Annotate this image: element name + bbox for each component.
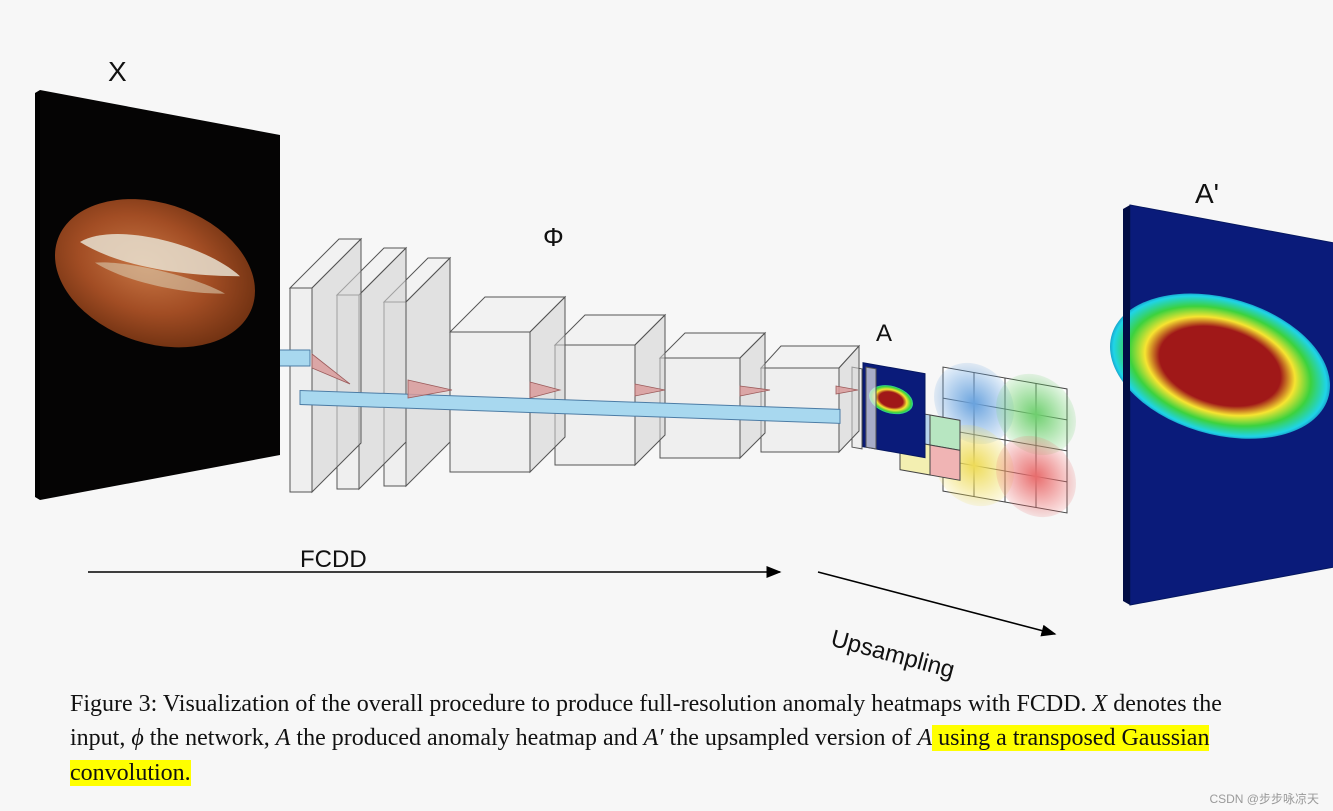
feature-flow	[262, 350, 858, 423]
caption-a: A	[276, 725, 291, 751]
diagram-canvas: X Φ A A' FCDD Upsampling Figure 3: Visua…	[0, 0, 1333, 811]
arrows	[88, 572, 1055, 634]
caption-a2: A	[917, 725, 932, 751]
heatmap-a	[863, 363, 925, 458]
conv-cube-4	[450, 297, 565, 472]
conv-slab-1	[290, 239, 361, 492]
feature-panel-thin-1	[852, 367, 862, 449]
conv-cube-5	[555, 315, 665, 465]
label-x: X	[108, 56, 127, 88]
gaussian-grid-4x4	[934, 356, 1076, 523]
conv-slab-2	[337, 248, 406, 489]
label-a: A	[876, 320, 892, 348]
conv-cube-6	[660, 333, 765, 458]
label-phi: Φ	[543, 222, 564, 253]
caption-prefix: Figure 3:	[70, 691, 157, 717]
label-a-prime: A'	[1195, 178, 1219, 210]
input-image-x	[35, 90, 280, 500]
caption-x: X	[1093, 691, 1108, 717]
color-grid-2x2	[900, 410, 960, 481]
caption-body5: the upsampled version of	[664, 725, 918, 751]
caption-body1: Visualization of the overall procedure t…	[157, 691, 1092, 717]
label-upsampling: Upsampling	[828, 625, 958, 685]
caption-body4: the produced anomaly heatmap and	[290, 725, 643, 751]
caption-ap: A′	[644, 725, 664, 751]
conv-cube-7	[761, 346, 859, 452]
caption-phi: ϕ	[131, 725, 143, 751]
figure-caption: Figure 3: Visualization of the overall p…	[70, 687, 1273, 791]
output-heatmap-a-prime	[1110, 205, 1333, 605]
feature-panel-thin-2	[866, 367, 876, 449]
label-fcdd: FCDD	[300, 546, 367, 574]
watermark: CSDN @步步咏凉天	[1209, 790, 1319, 807]
caption-body3: the network,	[144, 725, 276, 751]
conv-slab-3	[384, 258, 450, 486]
